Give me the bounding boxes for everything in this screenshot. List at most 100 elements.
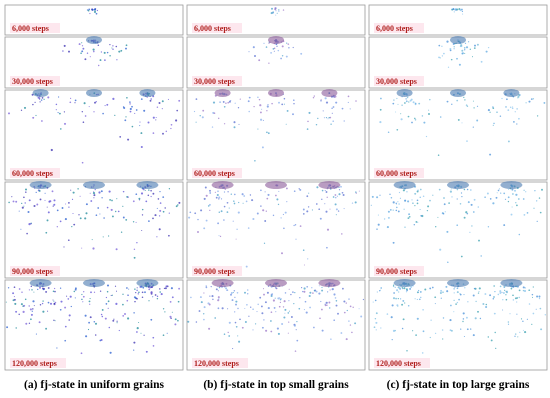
speckle xyxy=(84,58,87,61)
speckle xyxy=(32,116,35,119)
speckle xyxy=(396,289,399,292)
speckle xyxy=(501,97,503,100)
speckle xyxy=(89,192,91,194)
speckle xyxy=(81,161,84,164)
speckle xyxy=(63,246,65,248)
crater xyxy=(318,279,341,287)
speckle xyxy=(517,336,519,338)
speckle xyxy=(280,298,282,300)
speckle xyxy=(97,207,100,209)
speckle xyxy=(449,49,452,52)
speckle xyxy=(338,189,341,191)
speckle xyxy=(238,340,241,343)
speckle xyxy=(328,301,331,304)
speckle xyxy=(451,196,453,198)
label-bg xyxy=(192,168,242,178)
speckle xyxy=(453,299,455,302)
speckle xyxy=(257,96,259,99)
speckle xyxy=(324,303,326,305)
speckle xyxy=(453,311,455,313)
speckle xyxy=(424,288,427,291)
speckle xyxy=(333,293,336,296)
panel-frame xyxy=(368,89,548,181)
speckle xyxy=(404,302,406,304)
speckle xyxy=(58,112,61,115)
speckle xyxy=(15,200,18,203)
speckle xyxy=(454,286,456,288)
speckle xyxy=(440,289,443,292)
panel-frame xyxy=(186,89,366,181)
speckle xyxy=(137,293,140,295)
speckle xyxy=(333,319,336,322)
crater xyxy=(32,89,49,97)
speckle xyxy=(86,9,89,11)
speckle xyxy=(27,210,30,214)
speckle xyxy=(261,146,264,149)
speckle xyxy=(7,287,10,289)
speckle xyxy=(115,45,118,48)
speckle xyxy=(49,302,53,305)
speckle xyxy=(376,291,378,293)
speckle xyxy=(24,188,28,191)
speckle xyxy=(473,47,476,49)
speckle xyxy=(195,321,198,323)
speckle xyxy=(141,296,144,299)
speckle xyxy=(392,209,394,211)
speckle xyxy=(111,215,114,218)
speckle xyxy=(439,57,441,59)
speckle xyxy=(178,201,181,204)
speckle xyxy=(444,211,446,213)
crater xyxy=(393,181,416,189)
speckle xyxy=(152,116,155,119)
speckle xyxy=(127,317,130,320)
speckle xyxy=(288,300,290,302)
speckle xyxy=(41,97,44,99)
speckle xyxy=(503,224,506,227)
speckle xyxy=(51,190,54,193)
speckle xyxy=(238,201,240,204)
speckle xyxy=(308,111,311,114)
speckle xyxy=(241,193,244,196)
speckle xyxy=(485,50,488,53)
speckle xyxy=(81,247,83,249)
speckle xyxy=(81,293,83,296)
speckle xyxy=(70,305,72,308)
speckle xyxy=(177,319,179,322)
speckle xyxy=(461,195,463,198)
speckle xyxy=(53,199,56,202)
speckle xyxy=(154,294,157,296)
speckle xyxy=(405,291,408,293)
speckle xyxy=(116,59,118,61)
speckle xyxy=(136,287,138,289)
speckle xyxy=(393,99,395,101)
speckle xyxy=(226,201,229,204)
speckle xyxy=(380,97,382,100)
speckle xyxy=(409,287,412,290)
speckle xyxy=(303,290,306,293)
speckle xyxy=(265,210,267,212)
speckle xyxy=(122,205,124,207)
label-bg xyxy=(10,358,66,368)
speckle xyxy=(234,311,236,313)
panel: 90,000 steps xyxy=(368,181,548,279)
speckle xyxy=(489,153,492,156)
speckle xyxy=(302,213,305,215)
crater xyxy=(265,181,287,189)
speckle xyxy=(389,193,391,195)
speckle xyxy=(12,200,15,203)
speckle xyxy=(189,211,192,214)
speckle xyxy=(325,101,329,104)
speckle xyxy=(199,115,201,117)
speckle xyxy=(270,294,273,298)
speckle xyxy=(138,291,140,294)
speckle xyxy=(88,8,91,11)
speckle xyxy=(131,125,134,128)
speckle xyxy=(235,238,237,240)
speckle xyxy=(259,104,262,107)
speckle xyxy=(53,203,56,206)
speckle xyxy=(286,109,289,112)
speckle xyxy=(519,331,521,334)
speckle xyxy=(25,322,28,325)
speckle xyxy=(149,286,152,289)
speckle xyxy=(33,291,35,293)
